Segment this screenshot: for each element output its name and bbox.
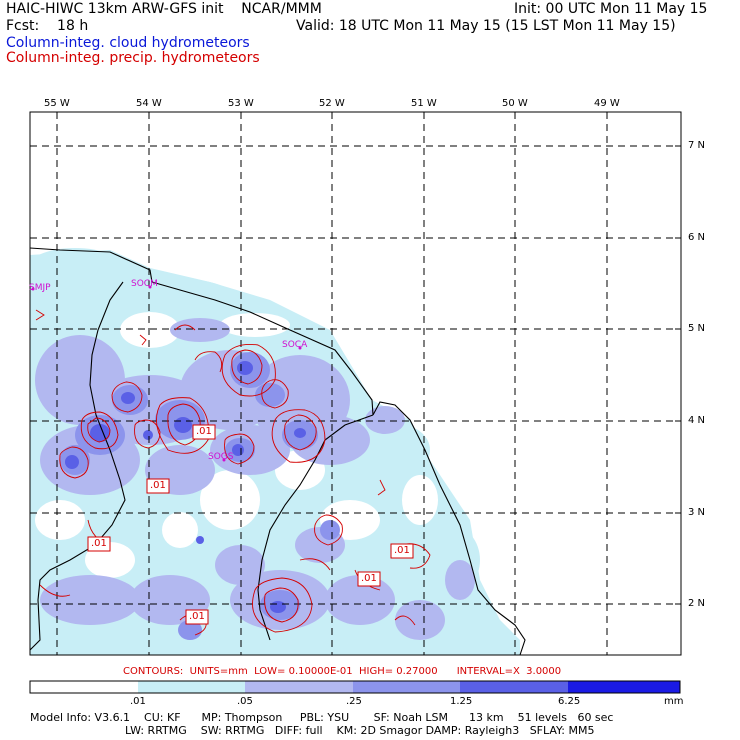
map-frame <box>29 111 682 656</box>
station-label-sogs: SOGS <box>208 452 234 462</box>
colorbar-bin-4 <box>353 681 460 693</box>
contour-label: .01 <box>196 426 212 437</box>
cloud-shading-layer <box>30 248 520 655</box>
colorbar-bin-6 <box>568 681 680 693</box>
lat-label-4n: 4 N <box>688 415 706 426</box>
contour-label: .01 <box>361 573 377 584</box>
lon-label-49w: 49 W <box>594 98 620 109</box>
lon-label-55w: 55 W <box>44 98 70 109</box>
contours-info: CONTOURS: UNITS=mm LOW= 0.10000E-01 HIGH… <box>123 666 562 677</box>
axis-ticks <box>56 112 681 605</box>
lat-label-3n: 3 N <box>688 507 706 518</box>
contour-label: .01 <box>394 545 410 556</box>
lat-label-5n: 5 N <box>688 323 706 334</box>
lon-label-51w: 51 W <box>411 98 437 109</box>
lat-label-7n: 7 N <box>688 140 706 151</box>
coastline <box>30 247 526 655</box>
model-info-line2: LW: RRTMG SW: RRTMG DIFF: full KM: 2D Sm… <box>125 724 595 737</box>
contour-label-boxes <box>87 424 414 625</box>
colorbar-label: .01 <box>130 696 146 707</box>
colorbar-unit: mm <box>664 696 684 707</box>
colorbar-bin-3 <box>245 681 353 693</box>
contour-label: .01 <box>91 538 107 549</box>
lat-label-2n: 2 N <box>688 598 706 609</box>
lon-label-53w: 53 W <box>228 98 254 109</box>
station-label-smjp: SMJP <box>29 283 51 293</box>
colorbar-bin-2 <box>138 681 245 693</box>
colorbar-bin-1 <box>30 681 138 693</box>
legend-cloud-hydrometeors: Column-integ. cloud hydrometeors <box>6 35 250 51</box>
legend-precip-hydrometeors: Column-integ. precip. hydrometeors <box>6 50 260 66</box>
contour-label: .01 <box>150 480 166 491</box>
station-label-soca: SOCA <box>282 340 308 350</box>
lat-lon-grid <box>30 112 681 655</box>
colorbar-bin-5 <box>460 681 568 693</box>
header-title: HAIC-HIWC 13km ARW-GFS init NCAR/MMM <box>6 1 322 17</box>
colorbar-label: 1.25 <box>450 696 473 707</box>
lon-label-54w: 54 W <box>136 98 162 109</box>
lon-label-52w: 52 W <box>319 98 345 109</box>
station-label-socm: SOCM <box>131 279 158 289</box>
header-forecast-hour: Fcst: 18 h <box>6 18 89 34</box>
model-info-line1: Model Info: V3.6.1 CU: KF MP: Thompson P… <box>30 711 614 724</box>
header-valid-time: Valid: 18 UTC Mon 11 May 15 (15 LST Mon … <box>296 18 676 34</box>
colorbar-label: .05 <box>237 696 253 707</box>
contour-label: .01 <box>189 611 205 622</box>
colorbar <box>29 680 681 694</box>
lon-label-50w: 50 W <box>502 98 528 109</box>
colorbar-label: 6.25 <box>558 696 581 707</box>
colorbar-label: .25 <box>346 696 362 707</box>
station-markers <box>31 285 302 462</box>
header-init-time: Init: 00 UTC Mon 11 May 15 <box>514 1 708 17</box>
lat-label-6n: 6 N <box>688 232 706 243</box>
